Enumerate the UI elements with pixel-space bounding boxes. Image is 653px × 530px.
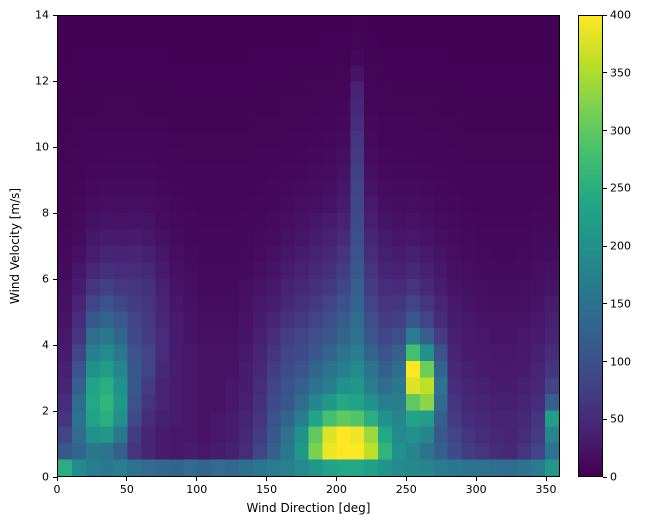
y-tick-label: 10 [35, 140, 49, 154]
y-tick-mark [53, 344, 57, 346]
x-tick-mark [335, 477, 337, 481]
x-axis-label: Wind Direction [deg] [246, 501, 371, 515]
x-tick-mark [56, 477, 58, 481]
colorbar-tick-label: 400 [610, 8, 631, 22]
colorbar-tick-mark [603, 476, 607, 478]
y-tick-label: 8 [42, 206, 49, 220]
colorbar-tick-mark [603, 418, 607, 420]
y-tick-label: 2 [42, 404, 49, 418]
y-tick-mark [53, 212, 57, 214]
x-tick-label: 150 [256, 483, 278, 496]
x-tick-label: 0 [53, 483, 61, 496]
colorbar-tick-label: 150 [610, 297, 631, 311]
colorbar-tick-mark [603, 72, 607, 74]
y-tick-label: 4 [42, 338, 49, 352]
colorbar-tick-label: 100 [610, 355, 631, 368]
colorbar-tick-mark [603, 14, 607, 16]
y-tick-mark [53, 410, 57, 412]
heatmap-plot-area [57, 15, 560, 477]
x-tick-mark [545, 477, 547, 481]
y-tick-mark [53, 80, 57, 82]
colorbar-tick-label: 250 [610, 181, 631, 195]
x-tick-label: 100 [186, 483, 208, 496]
x-tick-mark [196, 477, 198, 481]
colorbar-tick-label: 200 [610, 239, 631, 253]
y-tick-mark [53, 278, 57, 280]
colorbar-tick-mark [603, 245, 607, 247]
y-tick-mark [53, 476, 57, 478]
colorbar [578, 15, 603, 477]
heatmap-canvas [58, 16, 559, 476]
x-tick-label: 200 [325, 483, 347, 496]
x-tick-mark [475, 477, 477, 481]
colorbar-tick-label: 350 [610, 66, 631, 80]
colorbar-tick-mark [603, 303, 607, 305]
colorbar-tick-mark [603, 187, 607, 189]
y-tick-label: 6 [42, 272, 49, 286]
y-tick-label: 0 [42, 470, 49, 484]
y-tick-mark [53, 146, 57, 148]
x-tick-label: 300 [465, 483, 487, 496]
x-tick-mark [405, 477, 407, 481]
x-tick-mark [266, 477, 268, 481]
x-tick-mark [126, 477, 128, 481]
x-tick-label: 350 [535, 483, 557, 496]
y-tick-label: 14 [35, 8, 49, 22]
y-tick-label: 12 [35, 74, 49, 88]
x-tick-label: 50 [119, 483, 134, 496]
colorbar-tick-label: 50 [610, 412, 624, 426]
colorbar-tick-label: 300 [610, 124, 631, 137]
y-axis-label: Wind Velocity [m/s] [8, 187, 22, 305]
colorbar-gradient [579, 16, 602, 476]
colorbar-tick-mark [603, 361, 607, 362]
y-tick-mark [53, 14, 57, 16]
colorbar-tick-label: 0 [610, 470, 617, 484]
x-tick-label: 250 [395, 483, 417, 496]
colorbar-tick-mark [603, 130, 607, 131]
